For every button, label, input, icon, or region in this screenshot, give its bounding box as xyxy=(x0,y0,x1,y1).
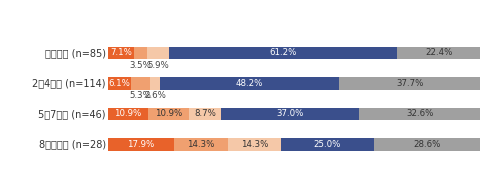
Text: 10.9%: 10.9% xyxy=(155,109,182,118)
Bar xyxy=(160,77,340,90)
Bar xyxy=(108,47,134,59)
Text: 8学部以上 (n=28): 8学部以上 (n=28) xyxy=(39,139,106,149)
Bar xyxy=(221,108,359,120)
Bar xyxy=(374,138,481,151)
Text: 28.6%: 28.6% xyxy=(414,140,441,149)
Bar xyxy=(147,47,169,59)
Bar xyxy=(174,138,228,151)
Text: 5.9%: 5.9% xyxy=(147,61,169,70)
Bar xyxy=(134,47,147,59)
Text: 10.9%: 10.9% xyxy=(115,109,142,118)
Text: 17.9%: 17.9% xyxy=(127,140,155,149)
Text: 25.0%: 25.0% xyxy=(314,140,341,149)
Bar xyxy=(108,138,174,151)
Text: 3.5%: 3.5% xyxy=(130,61,152,70)
Text: 5～7学部 (n=46): 5～7学部 (n=46) xyxy=(38,109,106,119)
Text: 7.1%: 7.1% xyxy=(110,49,132,58)
Bar xyxy=(169,47,397,59)
Text: 2～4学部 (n=114): 2～4学部 (n=114) xyxy=(32,78,106,89)
Bar xyxy=(108,108,148,120)
Text: 48.2%: 48.2% xyxy=(236,79,263,88)
Bar xyxy=(228,138,281,151)
Text: 61.2%: 61.2% xyxy=(270,49,297,58)
Bar xyxy=(397,47,481,59)
Text: 6.1%: 6.1% xyxy=(108,79,130,88)
Text: 14.3%: 14.3% xyxy=(187,140,215,149)
Text: 32.6%: 32.6% xyxy=(406,109,434,118)
Text: 37.7%: 37.7% xyxy=(396,79,423,88)
Text: 単科大学 (n=85): 単科大学 (n=85) xyxy=(45,48,106,58)
Bar xyxy=(189,108,221,120)
Bar xyxy=(108,77,130,90)
Text: 5.3%: 5.3% xyxy=(129,91,151,100)
Bar xyxy=(130,77,150,90)
Text: 8.7%: 8.7% xyxy=(194,109,216,118)
Text: 37.0%: 37.0% xyxy=(276,109,304,118)
Text: 22.4%: 22.4% xyxy=(425,49,453,58)
Text: 14.3%: 14.3% xyxy=(241,140,268,149)
Bar xyxy=(359,108,481,120)
Bar xyxy=(150,77,160,90)
Bar xyxy=(148,108,189,120)
Bar xyxy=(281,138,374,151)
Bar xyxy=(340,77,480,90)
Text: 2.6%: 2.6% xyxy=(144,91,166,100)
